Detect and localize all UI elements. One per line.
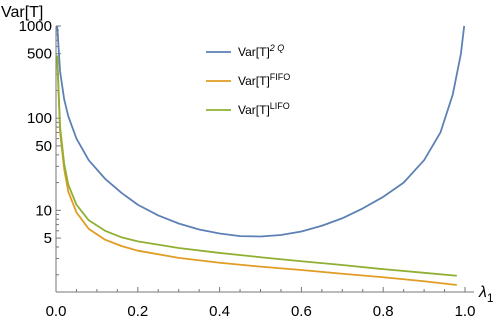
series-layer <box>56 25 466 286</box>
series-line-lifo <box>56 55 457 277</box>
x-tick-label: 0.2 <box>127 303 148 320</box>
y-tick-label: 5 <box>44 230 52 247</box>
x-axis-title-base: λ <box>478 284 487 301</box>
y-tick-label: 100 <box>27 110 52 127</box>
axes-layer <box>55 26 474 293</box>
y-tick-label: 50 <box>35 138 52 155</box>
legend-label: Var[T]2 Q <box>238 43 284 59</box>
y-tick-label: 10 <box>35 202 52 219</box>
y-tick-label: 500 <box>27 46 52 63</box>
x-tick-label: 0.4 <box>209 303 230 320</box>
legend: Var[T]2 Q Var[T]FIFO Var[T]LIFO <box>206 43 290 117</box>
x-tick-label: 1.0 <box>455 303 476 320</box>
x-tick-label: 0.8 <box>373 303 394 320</box>
x-tick-label: 0.0 <box>46 303 67 320</box>
series-line-fifo <box>56 57 457 286</box>
y-tick-label: 1000 <box>19 18 52 35</box>
legend-label: Var[T]FIFO <box>238 72 290 88</box>
ticks-layer: 0.0 0.2 0.4 0.6 0.8 1.0 1000 500 100 50 10 5 <box>19 18 476 320</box>
x-axis-title: λ1 <box>478 284 494 305</box>
x-axis-title-sub: 1 <box>487 291 494 305</box>
x-tick-label: 0.6 <box>291 303 312 320</box>
y-axis-title: Var[T] <box>1 4 43 21</box>
series-line-2q <box>56 25 466 238</box>
legend-label: Var[T]LIFO <box>238 101 290 117</box>
